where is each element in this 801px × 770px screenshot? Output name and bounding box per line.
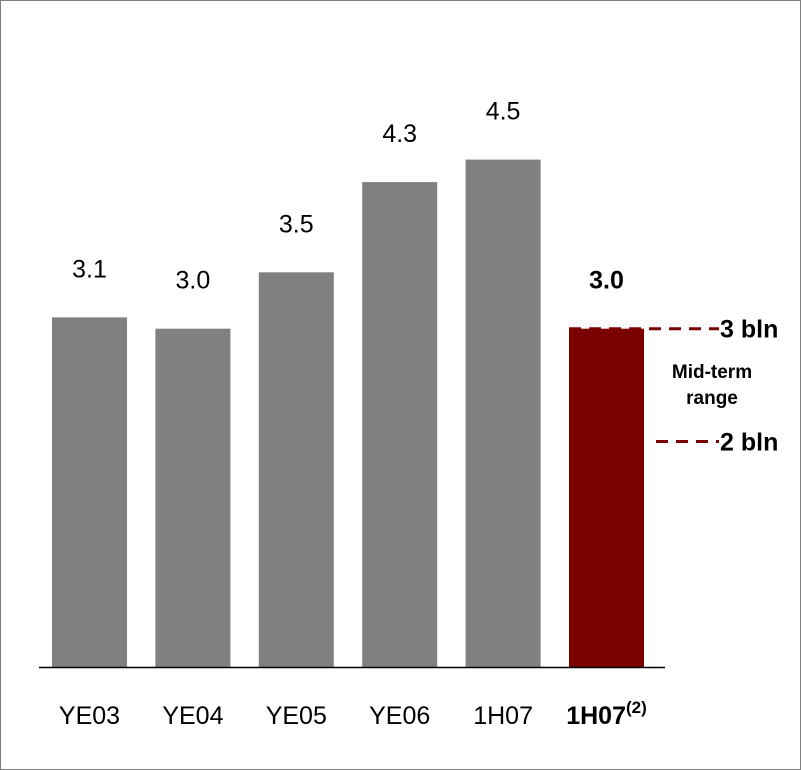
category-label-2: YE04 bbox=[162, 702, 223, 730]
value-label-1: 3.1 bbox=[72, 255, 107, 283]
bar-2 bbox=[155, 328, 231, 667]
annotation-line-1: Mid-term bbox=[672, 362, 752, 383]
value-label-3: 3.5 bbox=[279, 210, 314, 238]
value-label-6: 3.0 bbox=[589, 267, 624, 295]
annotation-line-2: range bbox=[686, 388, 738, 409]
value-label-2: 3.0 bbox=[176, 267, 211, 295]
reference-label-1: 3 bln bbox=[720, 316, 778, 344]
value-label-4: 4.3 bbox=[382, 120, 417, 148]
category-label-6: 1H07(2) bbox=[566, 698, 647, 730]
category-label-4: YE06 bbox=[369, 702, 430, 730]
bar-6 bbox=[569, 328, 644, 667]
value-label-5: 4.5 bbox=[486, 98, 521, 126]
reference-label-2: 2 bln bbox=[720, 429, 778, 457]
bar-1 bbox=[52, 317, 127, 667]
category-label-3: YE05 bbox=[266, 702, 327, 730]
category-label-5: 1H07 bbox=[473, 702, 533, 730]
bar-5 bbox=[465, 159, 541, 667]
bar-3 bbox=[258, 272, 334, 667]
bar-4 bbox=[362, 182, 438, 667]
category-label-1: YE03 bbox=[59, 702, 120, 730]
